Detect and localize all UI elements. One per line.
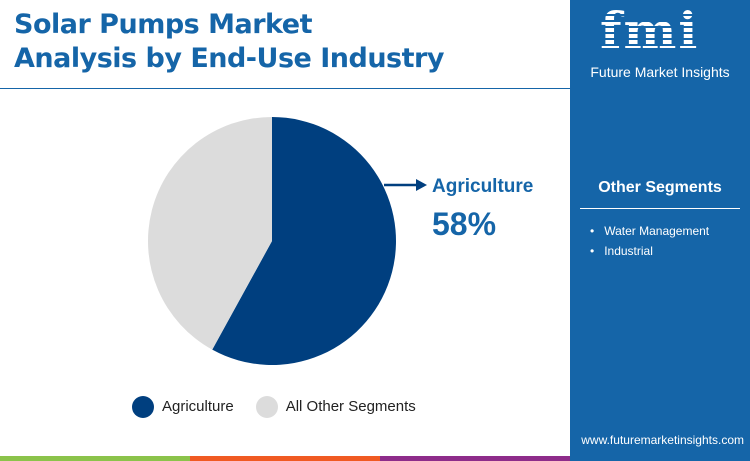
legend: Agriculture All Other Segments (132, 396, 416, 418)
callout-label: Agriculture (432, 176, 534, 197)
page-title: Solar Pumps Market Analysis by End-Use In… (14, 8, 444, 76)
sidebar: fmi Future Market Insights Other Segment… (570, 0, 750, 456)
list-item: Water Management (590, 224, 709, 239)
pie-slice-agriculture (212, 117, 396, 366)
color-bar-purple (380, 456, 570, 461)
callout-value: 58% (432, 206, 497, 242)
color-bar-orange (190, 456, 380, 461)
arrow-icon (416, 179, 427, 191)
divider (0, 88, 570, 89)
color-bar-green (0, 456, 190, 461)
other-segments-heading: Other Segments (598, 179, 722, 196)
pie-chart (148, 117, 427, 366)
list-item: Industrial (590, 244, 709, 259)
fmi-logo: fmi (600, 1, 700, 60)
color-bar-blue (570, 456, 750, 461)
title-line-1: Solar Pumps Market (14, 9, 312, 40)
website-link[interactable]: www.futuremarketinsights.com (581, 433, 744, 447)
other-segments-list: Water Management Industrial (590, 224, 709, 264)
divider (580, 208, 740, 209)
pie-slice-all-other-segments (148, 117, 272, 350)
legend-label: All Other Segments (285, 398, 416, 415)
legend-swatch-other (255, 396, 278, 418)
brand-name: Future Market Insights (590, 64, 730, 80)
legend-label: Agriculture (162, 398, 234, 415)
legend-swatch-agriculture (132, 396, 154, 418)
title-line-2: Analysis by End-Use Industry (14, 43, 444, 74)
